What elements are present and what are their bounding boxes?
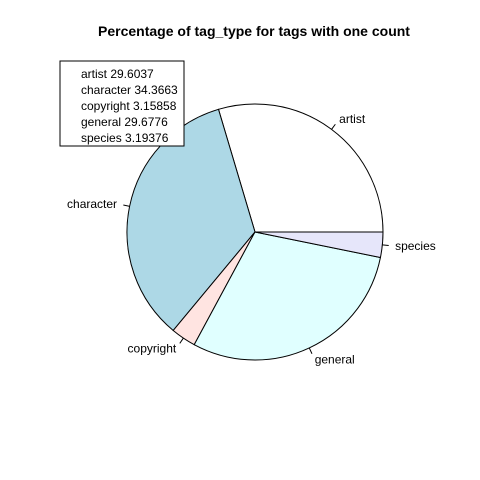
label-tick-artist bbox=[332, 124, 336, 129]
label-tick-species bbox=[382, 245, 388, 246]
legend: artist 29.6037 character 34.3663 copyrig… bbox=[60, 61, 184, 146]
slice-label-character: character bbox=[67, 197, 117, 211]
label-tick-copyright bbox=[180, 338, 184, 343]
legend-entry-general: general 29.6776 bbox=[81, 115, 168, 129]
chart-title: Percentage of tag_type for tags with one… bbox=[98, 23, 410, 39]
slice-label-general: general bbox=[315, 353, 355, 367]
label-tick-character bbox=[123, 205, 129, 206]
slice-label-artist: artist bbox=[339, 112, 366, 126]
legend-entry-artist: artist 29.6037 bbox=[81, 67, 154, 81]
slice-label-species: species bbox=[395, 239, 436, 253]
legend-entry-copyright: copyright 3.15858 bbox=[81, 99, 177, 113]
legend-entry-species: species 3.19376 bbox=[81, 131, 169, 145]
label-tick-general bbox=[309, 348, 312, 354]
legend-entry-character: character 34.3663 bbox=[81, 83, 178, 97]
slice-label-copyright: copyright bbox=[128, 342, 177, 356]
